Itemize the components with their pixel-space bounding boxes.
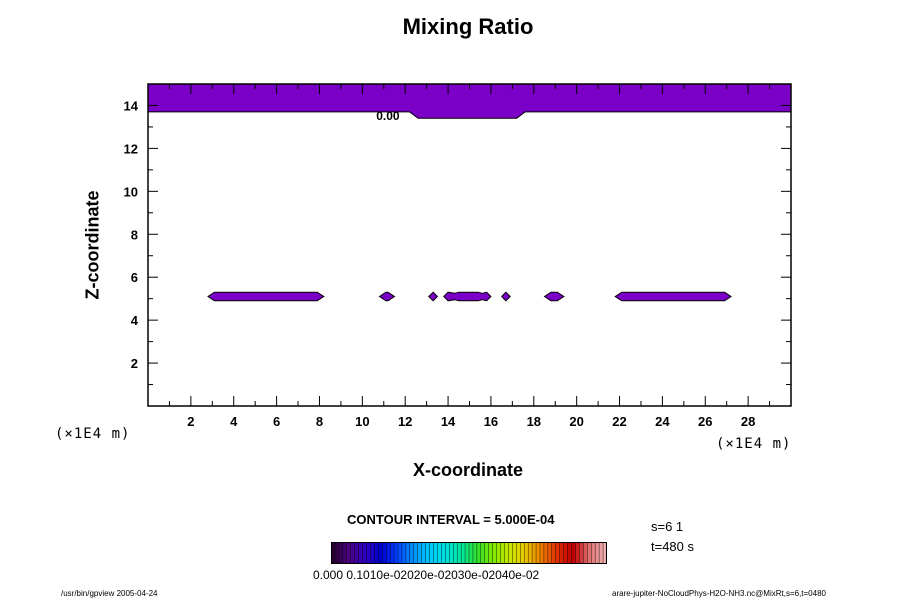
region-top-layer [147, 83, 792, 119]
x-tick-label: 12 [398, 414, 412, 429]
info-s: s=6 1 [651, 519, 684, 534]
x-tick-label: 26 [698, 414, 712, 429]
y-tick-label: 10 [124, 184, 138, 199]
x-tick-label: 24 [655, 414, 670, 429]
y-tick-label: 6 [131, 270, 138, 285]
region-blob-c [428, 291, 439, 302]
y-axis-label: Z-coordinate [82, 190, 103, 300]
y-tick-label: 2 [131, 356, 138, 371]
y-tick-label: 8 [131, 227, 138, 242]
x-axis-unit: (×1E4 m) [716, 436, 792, 452]
x-tick-label: 14 [441, 414, 456, 429]
x-tick-label: 16 [484, 414, 498, 429]
x-tick-label: 18 [527, 414, 541, 429]
x-tick-label: 10 [355, 414, 369, 429]
x-tick-label: 22 [612, 414, 626, 429]
footer-source: arare-jupiter-NoCloudPhys-H2O-NH3.nc@Mix… [612, 589, 826, 598]
x-axis-label: X-coordinate [412, 460, 523, 480]
x-tick-label: 28 [741, 414, 755, 429]
colorbar-frame [331, 542, 607, 564]
info-t: t=480 s [651, 539, 695, 554]
colorbar-labels: 0.000 0.1010e-02020e-02030e-02040e-02 [313, 568, 540, 582]
plot-frame [147, 83, 792, 407]
region-blob-g [614, 291, 732, 302]
contour-interval: CONTOUR INTERVAL = 5.000E-04 [347, 512, 555, 527]
y-tick-label: 12 [124, 141, 138, 156]
x-tick-label: 8 [316, 414, 323, 429]
x-tick-label: 2 [187, 414, 194, 429]
x-tick-label: 4 [230, 414, 238, 429]
x-tick-label: 6 [273, 414, 280, 429]
region-blob-d [443, 291, 492, 302]
x-tick-label: 20 [569, 414, 583, 429]
z-axis-unit: (×1E4 m) [55, 426, 131, 442]
colorbar [331, 542, 607, 564]
contour-label: 0.00 [376, 109, 400, 123]
colorbar-cell [602, 542, 607, 564]
region-blob-a [207, 291, 325, 302]
region-blob-e [501, 291, 511, 302]
y-tick-label: 14 [124, 98, 139, 113]
footer-command: /usr/bin/gpview 2005-04-24 [61, 589, 158, 598]
region-blob-f [543, 291, 565, 302]
filled-contours [147, 83, 792, 302]
y-tick-label: 4 [131, 313, 139, 328]
region-blob-b [378, 291, 396, 302]
chart-title: Mixing Ratio [402, 14, 534, 39]
